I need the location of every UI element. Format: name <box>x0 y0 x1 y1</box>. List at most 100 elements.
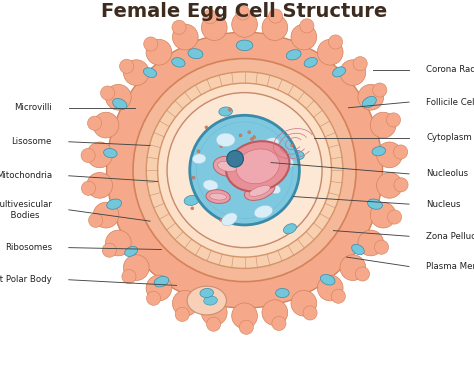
Circle shape <box>192 176 195 179</box>
Ellipse shape <box>213 157 242 176</box>
Circle shape <box>387 210 401 224</box>
Ellipse shape <box>304 57 317 67</box>
Circle shape <box>122 269 136 284</box>
Circle shape <box>123 60 149 85</box>
Ellipse shape <box>200 289 214 297</box>
Circle shape <box>291 24 317 50</box>
Circle shape <box>82 181 96 195</box>
Circle shape <box>318 39 343 65</box>
Ellipse shape <box>184 195 199 205</box>
Circle shape <box>358 230 383 256</box>
Circle shape <box>93 202 119 228</box>
Circle shape <box>106 84 131 110</box>
Text: Lisosome: Lisosome <box>11 137 52 146</box>
Circle shape <box>228 108 231 111</box>
Ellipse shape <box>203 180 218 191</box>
Circle shape <box>246 170 249 173</box>
Text: Ribosomes: Ribosomes <box>5 243 52 252</box>
Circle shape <box>100 86 115 100</box>
Circle shape <box>280 174 283 177</box>
Ellipse shape <box>154 276 169 287</box>
Circle shape <box>253 136 255 139</box>
Circle shape <box>87 142 112 168</box>
Circle shape <box>87 172 112 198</box>
Ellipse shape <box>362 96 376 108</box>
Ellipse shape <box>216 133 235 147</box>
Circle shape <box>203 10 217 24</box>
Circle shape <box>370 112 396 138</box>
Text: Corona Radiata: Corona Radiata <box>426 65 474 74</box>
Ellipse shape <box>226 141 290 192</box>
Circle shape <box>358 84 383 110</box>
Circle shape <box>227 197 230 200</box>
Ellipse shape <box>372 147 385 156</box>
Circle shape <box>173 290 198 316</box>
Circle shape <box>394 178 408 192</box>
Circle shape <box>377 172 402 198</box>
Circle shape <box>356 267 370 281</box>
Circle shape <box>201 300 227 326</box>
Circle shape <box>291 144 293 147</box>
Text: Follicile Cells: Follicile Cells <box>426 98 474 107</box>
Text: First Polar Body: First Polar Body <box>0 275 52 284</box>
Circle shape <box>393 145 408 159</box>
Circle shape <box>197 150 200 153</box>
Circle shape <box>239 134 242 137</box>
Ellipse shape <box>206 190 230 204</box>
Text: Multivesicular
  Bodies: Multivesicular Bodies <box>0 200 52 219</box>
Circle shape <box>146 39 172 65</box>
Ellipse shape <box>144 68 156 77</box>
Text: Nucleus: Nucleus <box>426 200 461 209</box>
Text: Zona Pellucida: Zona Pellucida <box>426 232 474 241</box>
Ellipse shape <box>249 185 270 196</box>
Circle shape <box>262 300 288 326</box>
Ellipse shape <box>259 198 275 210</box>
Circle shape <box>268 9 283 23</box>
Ellipse shape <box>210 193 227 200</box>
Circle shape <box>386 113 401 127</box>
Circle shape <box>191 207 194 210</box>
Ellipse shape <box>236 40 253 51</box>
Circle shape <box>144 37 158 51</box>
Circle shape <box>133 58 356 282</box>
Ellipse shape <box>218 161 237 171</box>
Circle shape <box>119 59 134 73</box>
Circle shape <box>373 83 387 97</box>
Circle shape <box>173 24 198 50</box>
Circle shape <box>248 131 251 134</box>
Ellipse shape <box>104 148 117 158</box>
Ellipse shape <box>113 98 127 110</box>
Text: Microvilli: Microvilli <box>14 103 52 112</box>
Circle shape <box>93 112 119 138</box>
Text: Nucleolus: Nucleolus <box>426 169 468 178</box>
Ellipse shape <box>291 150 304 159</box>
Ellipse shape <box>263 138 279 150</box>
Circle shape <box>374 240 389 254</box>
Circle shape <box>88 116 101 130</box>
Circle shape <box>250 138 253 141</box>
Ellipse shape <box>206 134 222 145</box>
Circle shape <box>328 35 343 49</box>
Ellipse shape <box>192 154 206 164</box>
Circle shape <box>146 72 343 268</box>
Circle shape <box>300 19 314 33</box>
Circle shape <box>146 275 172 301</box>
Circle shape <box>219 218 222 221</box>
Circle shape <box>102 243 117 257</box>
Ellipse shape <box>320 275 335 285</box>
Ellipse shape <box>188 49 203 59</box>
Ellipse shape <box>187 286 227 315</box>
Circle shape <box>370 202 396 228</box>
Ellipse shape <box>245 181 275 201</box>
Circle shape <box>237 169 239 172</box>
Circle shape <box>172 20 186 34</box>
Ellipse shape <box>125 246 137 256</box>
Circle shape <box>236 6 250 20</box>
Ellipse shape <box>286 50 301 60</box>
Circle shape <box>106 230 131 256</box>
Text: dreamstime.com: dreamstime.com <box>4 355 68 364</box>
Circle shape <box>318 275 343 301</box>
Circle shape <box>331 289 346 303</box>
Circle shape <box>232 11 257 37</box>
Circle shape <box>262 15 288 40</box>
